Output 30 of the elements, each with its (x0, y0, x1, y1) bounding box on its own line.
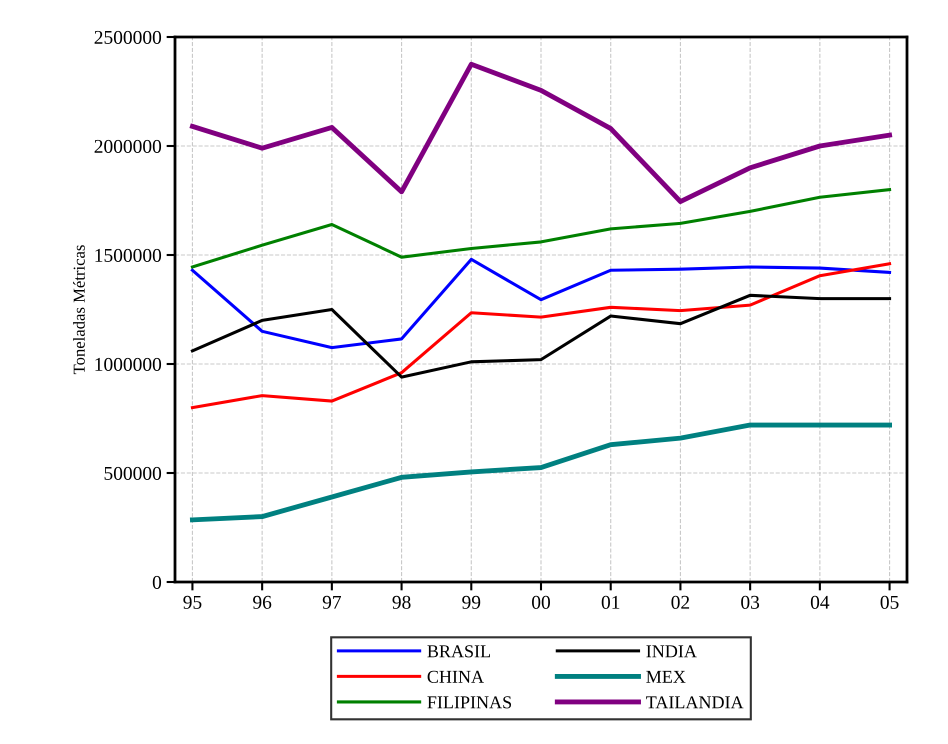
legend-label: MEX (646, 670, 686, 683)
x-tick-label: 00 (532, 596, 550, 609)
x-tick-label: 05 (880, 596, 899, 609)
legend-label: INDIA (646, 645, 697, 658)
y-tick-label: 2500000 (94, 30, 162, 44)
x-tick-label: 95 (183, 596, 202, 609)
y-tick-label: 500000 (104, 466, 162, 480)
x-tick-label: 96 (253, 596, 272, 609)
line-series (190, 62, 892, 204)
legend-label: CHINA (428, 670, 484, 683)
x-tick-label: 98 (392, 596, 411, 609)
x-tick-label: 03 (741, 596, 760, 609)
legend-label: FILIPINAS (427, 696, 512, 708)
y-tick-label: 1000000 (95, 358, 162, 371)
line-series (190, 262, 892, 410)
y-tick-label: 1500000 (95, 248, 162, 262)
line-series (190, 294, 892, 379)
x-tick-label: 01 (602, 596, 620, 609)
x-tick-label: 99 (462, 596, 480, 609)
y-tick-label: 0 (152, 576, 162, 589)
x-tick-label: 04 (810, 596, 830, 609)
line-series (190, 422, 892, 522)
x-tick-label: 02 (671, 596, 690, 609)
line-series (190, 258, 892, 350)
y-axis-title: Toneladas Métricas (73, 245, 85, 374)
x-tick-label: 97 (322, 596, 342, 609)
y-tick-label: 2000000 (94, 140, 162, 153)
legend-label: BRASIL (427, 645, 490, 658)
line-series (190, 188, 892, 269)
legend-label: TAILANDIA (646, 696, 744, 708)
